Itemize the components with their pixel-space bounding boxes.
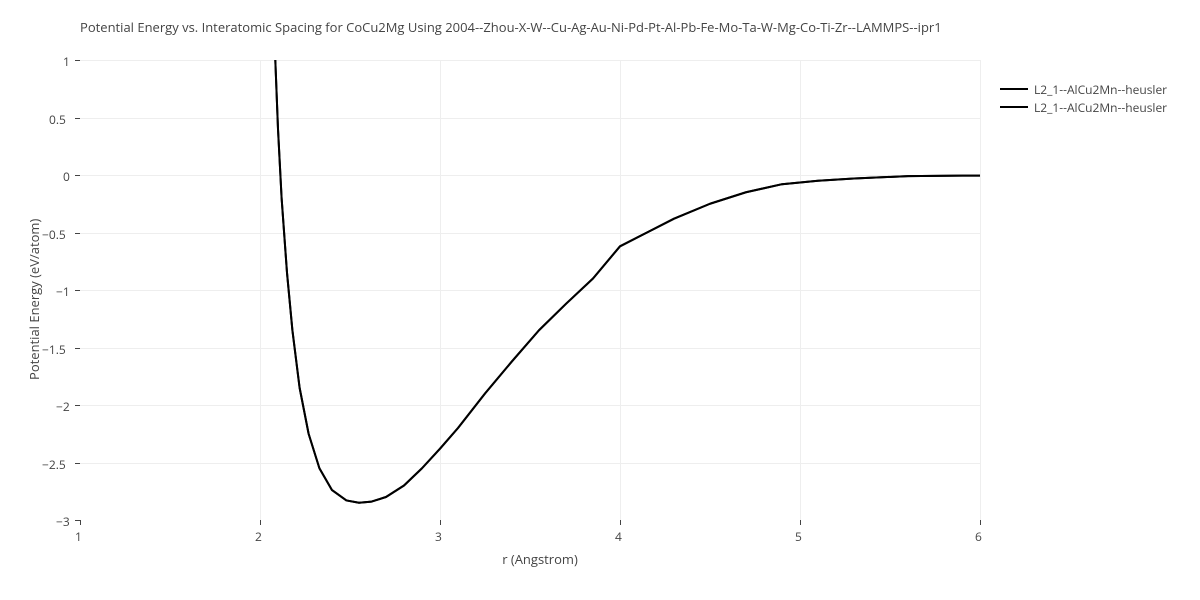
y-axis-title: Potential Energy (eV/atom) [25,219,43,380]
x-tick-label: 4 [615,528,622,545]
legend-item-0[interactable]: L2_1--AlCu2Mn--heusler [1000,80,1167,98]
x-tick-label: 3 [435,528,442,545]
x-tick-label: 1 [75,528,82,545]
legend-label: L2_1--AlCu2Mn--heusler [1034,99,1167,116]
x-tick-mark [980,520,981,525]
legend[interactable]: L2_1--AlCu2Mn--heuslerL2_1--AlCu2Mn--heu… [1000,80,1167,116]
chart-title: Potential Energy vs. Interatomic Spacing… [80,18,942,36]
series-line-1[interactable] [275,60,980,503]
x-tick-label: 5 [795,528,802,545]
legend-swatch-icon [1000,88,1028,90]
legend-swatch-icon [1000,106,1028,108]
chart-container: Potential Energy vs. Interatomic Spacing… [0,0,1200,600]
x-grid-line [980,60,981,520]
series-svg [80,60,980,520]
plot-area[interactable]: 123456−3−2.5−2−1.5−1−0.500.51 [80,60,980,520]
x-tick-label: 6 [975,528,982,545]
series-line-0[interactable] [275,60,980,503]
x-tick-label: 2 [255,528,262,545]
x-axis-title: r (Angstrom) [480,550,600,568]
legend-item-1[interactable]: L2_1--AlCu2Mn--heusler [1000,98,1167,116]
legend-label: L2_1--AlCu2Mn--heusler [1034,81,1167,98]
